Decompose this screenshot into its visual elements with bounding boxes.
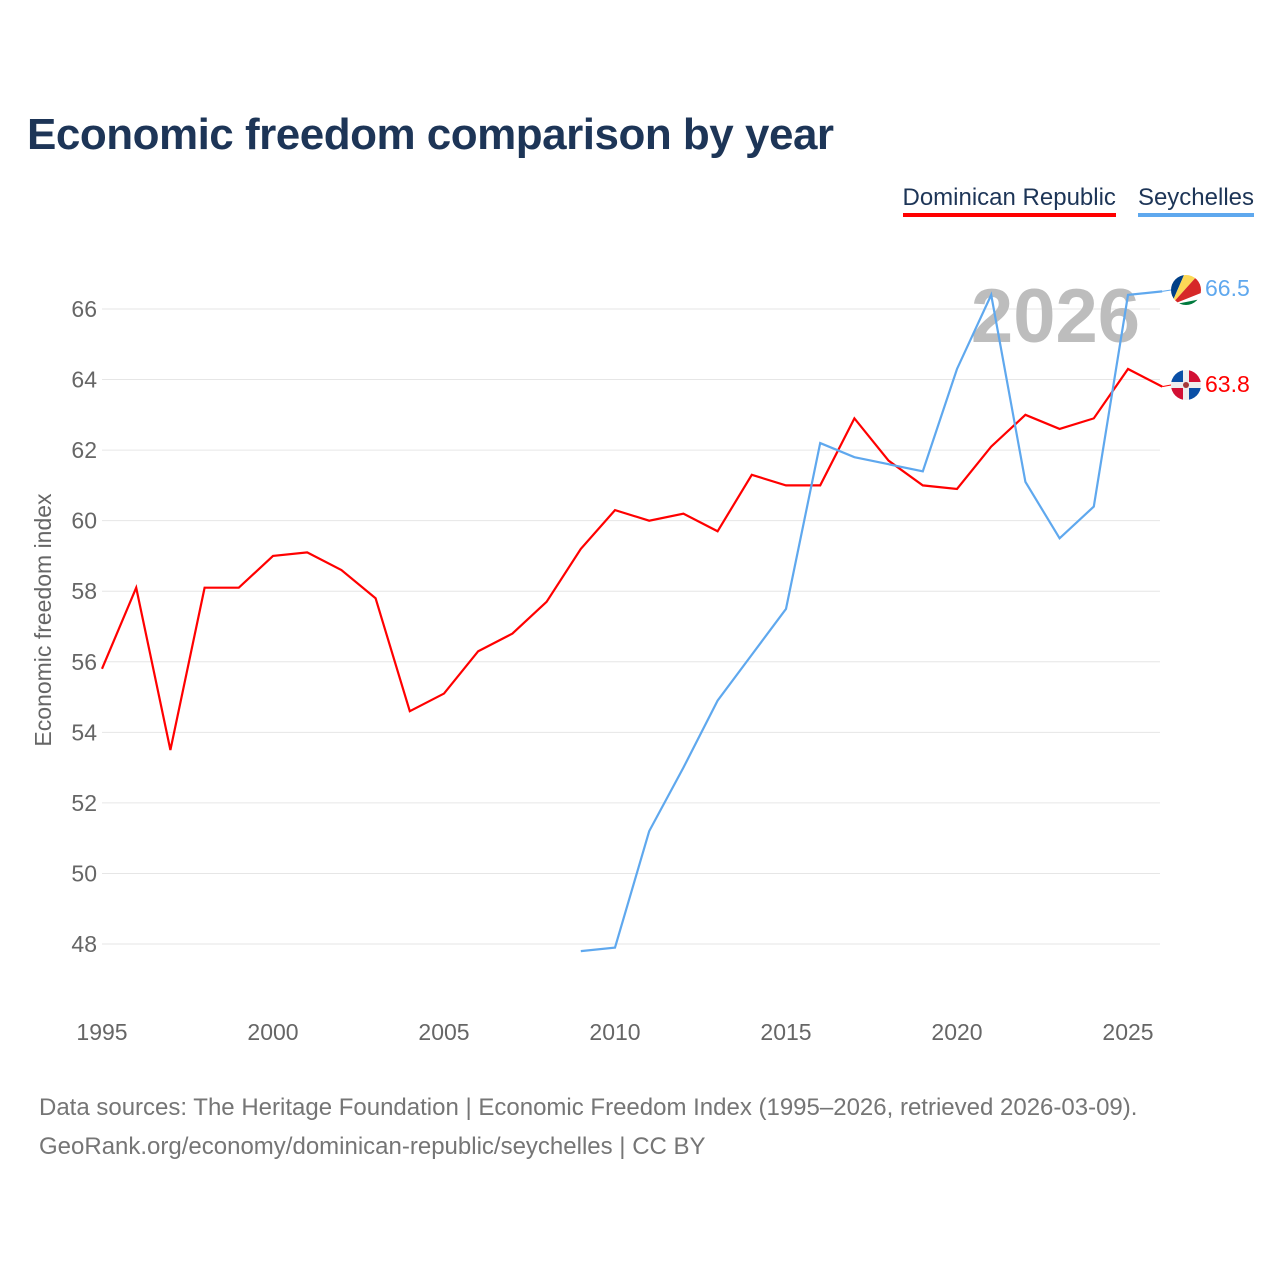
y-tick-label: 54: [71, 719, 97, 745]
source-line: Data sources: The Heritage Foundation | …: [39, 1094, 1138, 1121]
x-tick-label: 2005: [418, 1019, 469, 1045]
x-tick-label: 2020: [931, 1019, 982, 1045]
y-tick-label: 62: [71, 437, 97, 463]
seychelles-end-label: 66.5: [1205, 275, 1250, 301]
legend-dominican-republic[interactable]: Dominican Republic: [902, 184, 1116, 217]
dominican-end-label: 63.8: [1205, 371, 1250, 397]
y-axis-label: Economic freedom index: [30, 493, 56, 747]
label-connector: [1162, 384, 1172, 388]
y-tick-label: 58: [71, 578, 97, 604]
y-tick-label: 52: [71, 790, 97, 816]
source-note: Data sources: The Heritage Foundation | …: [39, 1088, 1137, 1166]
chart-title: Economic freedom comparison by year: [27, 110, 834, 159]
y-tick-label: 56: [71, 649, 97, 675]
source-url[interactable]: GeoRank.org/economy/dominican-republic/s…: [39, 1133, 706, 1160]
y-tick-label: 66: [71, 296, 97, 322]
y-tick-label: 60: [71, 508, 97, 534]
series-line-dominican-republic[interactable]: [100, 367, 1163, 751]
y-tick-label: 64: [71, 367, 97, 393]
x-tick-label: 1995: [76, 1019, 127, 1045]
series-line-seychelles[interactable]: [580, 290, 1163, 953]
dominican-republic-flag-icon: [1171, 370, 1201, 400]
x-tick-label: 2025: [1102, 1019, 1153, 1045]
x-tick-label: 2010: [589, 1019, 640, 1045]
legend: Dominican Republic Seychelles: [902, 184, 1254, 217]
y-tick-label: 48: [71, 931, 97, 957]
x-tick-label: 2015: [760, 1019, 811, 1045]
watermark-year: 2026: [971, 274, 1140, 359]
seychelles-flag-icon: [1171, 275, 1201, 305]
legend-seychelles[interactable]: Seychelles: [1137, 184, 1254, 217]
y-tick-label: 50: [71, 860, 97, 886]
x-tick-label: 2000: [247, 1019, 298, 1045]
label-connector: [1162, 289, 1172, 292]
